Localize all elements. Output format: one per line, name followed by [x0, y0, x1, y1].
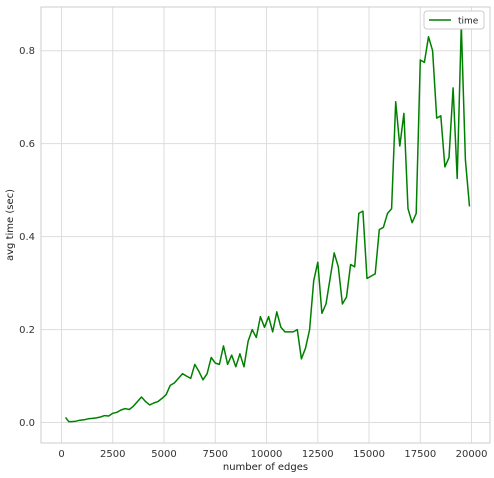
- x-tick-label: 7500: [203, 449, 228, 460]
- x-tick-label: 2500: [100, 449, 125, 460]
- y-tick-label: 0.6: [19, 139, 35, 150]
- x-axis-label: number of edges: [223, 462, 308, 473]
- y-tick-label: 0.8: [19, 46, 35, 57]
- legend-box: [423, 10, 485, 30]
- plot-area: 0 2500 5000 7500 10000 12500 15000 17500 20000 0.…: [19, 6, 491, 460]
- x-tick-label: 20000: [456, 449, 488, 460]
- x-tick-label: 12500: [302, 449, 334, 460]
- plot-border: [40, 6, 491, 444]
- x-tick-label: 15000: [353, 449, 385, 460]
- y-tick-label: 0.2: [19, 325, 35, 336]
- tick-labels: 0 2500 5000 7500 10000 12500 15000 17500 20000 0.…: [19, 46, 487, 460]
- y-tick-label: 0.0: [19, 418, 35, 429]
- series-line-time: [64, 24, 471, 423]
- plot-background: [41, 7, 490, 443]
- x-tick-label: 5000: [151, 449, 176, 460]
- x-tick-label: 17500: [404, 449, 436, 460]
- x-tick-label: 0: [58, 449, 64, 460]
- y-tick-label: 0.4: [19, 232, 35, 243]
- legend-label-time: time: [458, 17, 479, 27]
- y-axis-label: avg time (sec): [5, 189, 16, 261]
- x-tick-label: 10000: [251, 449, 283, 460]
- legend: time: [423, 10, 485, 30]
